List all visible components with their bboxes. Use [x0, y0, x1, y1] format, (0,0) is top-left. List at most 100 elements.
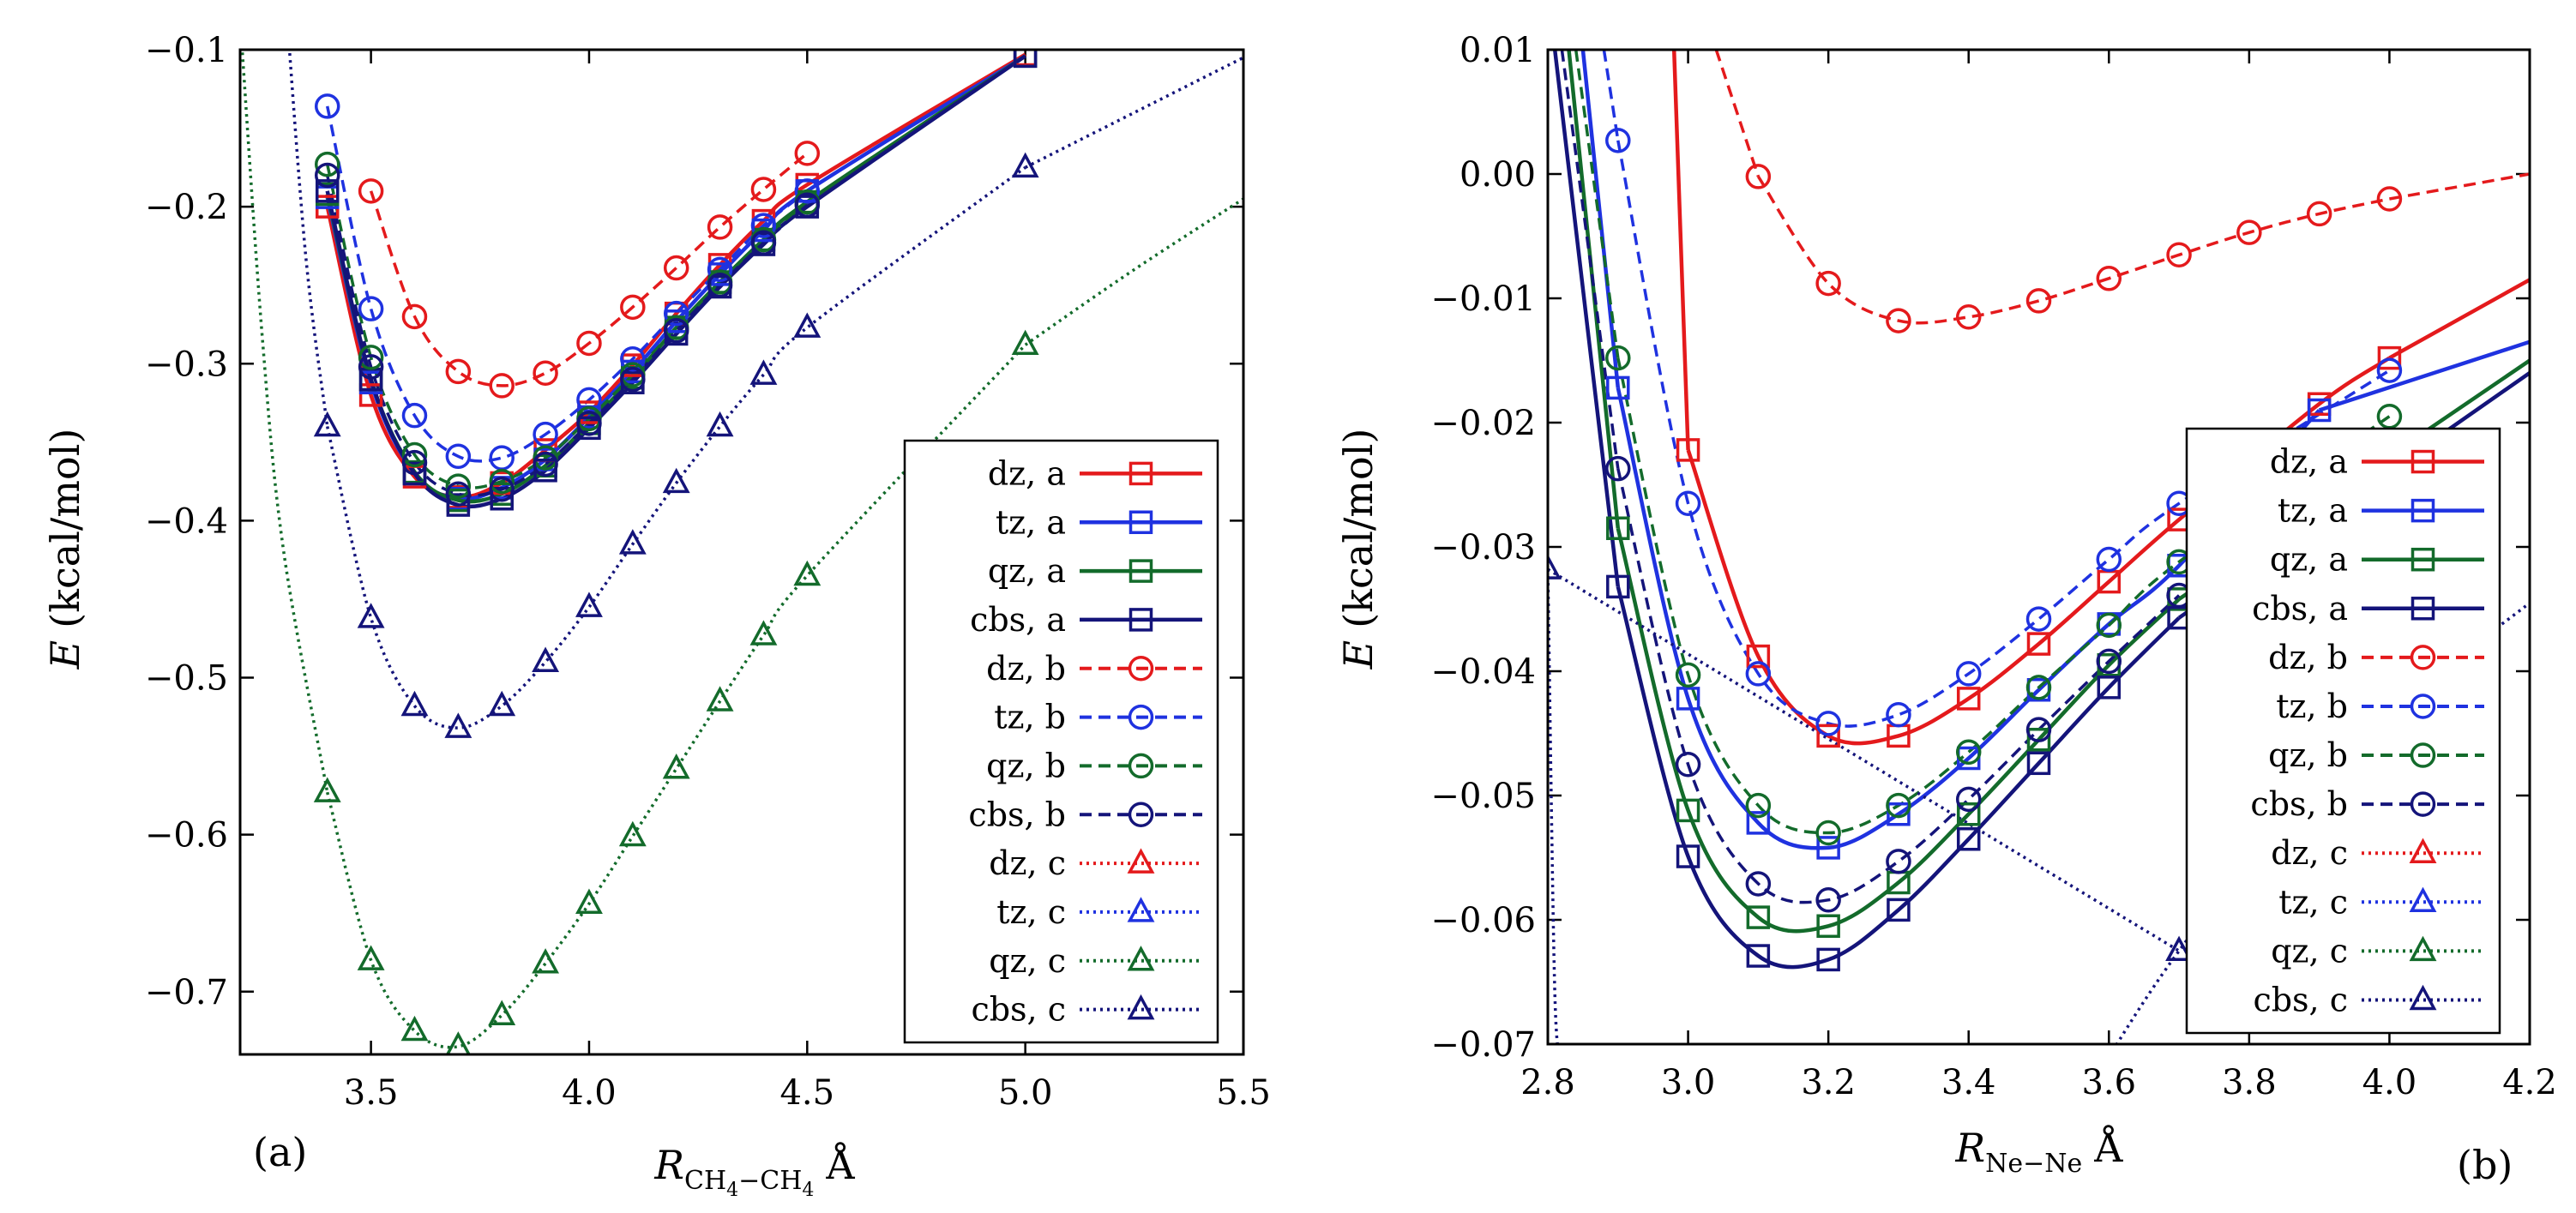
- data-point: [2025, 288, 2052, 314]
- data-point: [2096, 266, 2122, 291]
- data-point: [1815, 820, 1841, 846]
- panel-b-chart: 2.8 3.0 3.2 3.4 3.6 3.8 4.0 4.2 0.01 0.00 −0.01 −0.…: [1335, 31, 2557, 1188]
- data-point: [750, 177, 777, 202]
- panel-b-label: (b): [2457, 1142, 2513, 1188]
- y-tick-label: −0.1: [145, 31, 228, 70]
- data-point: [2025, 717, 2052, 742]
- x-tick-label: 3.4: [1941, 1063, 1996, 1102]
- data-point: [750, 230, 777, 255]
- data-point: [1548, 554, 1562, 579]
- series-tail: [1024, 56, 1243, 169]
- data-point: [707, 214, 733, 240]
- data-point: [313, 411, 341, 437]
- series-line: [369, 152, 809, 387]
- series-tail: [1602, 50, 1620, 141]
- series-tail: [2389, 172, 2530, 201]
- legend-label: dz, a: [2270, 443, 2348, 481]
- data-point: [1955, 661, 1982, 687]
- legend-swatch-marker: [2409, 838, 2437, 863]
- data-point: [1816, 836, 1840, 860]
- panel-a-label: (a): [253, 1129, 307, 1175]
- data-point: [1816, 914, 1840, 938]
- data-point: [707, 256, 733, 283]
- legend-swatch-marker: [1129, 559, 1153, 583]
- series-line: [1616, 357, 2391, 835]
- data-point: [620, 366, 646, 393]
- series-tail: [1714, 50, 1760, 177]
- data-point: [662, 467, 690, 494]
- legend-swatch-marker: [2410, 791, 2436, 817]
- legend-label: qz, b: [2268, 736, 2348, 774]
- data-point: [749, 620, 778, 646]
- data-point: [358, 354, 384, 380]
- x-tick-label: 5.0: [998, 1073, 1053, 1113]
- data-point: [445, 358, 472, 385]
- data-point: [445, 473, 472, 499]
- legend-label: dz, b: [2268, 639, 2348, 676]
- panel-a-frame: [238, 48, 1245, 1056]
- data-point: [1815, 270, 1841, 297]
- data-point: [749, 359, 778, 385]
- data-point: [400, 690, 429, 717]
- data-point: [2165, 935, 2194, 961]
- data-point: [663, 318, 689, 344]
- x-tick-label: 3.8: [2222, 1063, 2277, 1102]
- data-point: [1886, 792, 1911, 819]
- legend-swatch-marker: [2410, 597, 2435, 621]
- x-tick-label: 4.2: [2502, 1063, 2557, 1102]
- legend-label: cbs, b: [2250, 785, 2348, 823]
- data-point: [663, 300, 689, 327]
- data-point: [488, 690, 516, 717]
- data-point: [1887, 802, 1911, 826]
- legend-label: dz, c: [989, 844, 1066, 882]
- series-tail: [1560, 50, 1620, 469]
- data-point: [1675, 752, 1701, 778]
- data-point: [401, 402, 428, 429]
- data-point: [1956, 827, 1981, 851]
- x-tick-label: 4.5: [779, 1073, 834, 1113]
- series-tail: [1671, 50, 1690, 450]
- data-point: [1675, 662, 1701, 688]
- legend-label: qz, a: [988, 552, 1066, 590]
- data-point: [314, 93, 340, 119]
- legend-swatch-marker: [1127, 897, 1155, 922]
- legend-swatch-marker: [1128, 802, 1154, 827]
- panel-a-tick-labels: 3.5 4.0 4.5 5.0 5.5 −0.1 −0.2 −0.3 −0.4 −0.5 −0.6 −…: [145, 31, 1271, 1113]
- data-point: [445, 443, 472, 470]
- legend-swatch-marker: [2410, 645, 2436, 670]
- legend-swatch-marker: [2409, 935, 2437, 962]
- series-line: [1616, 387, 2321, 850]
- panel-a-x-axis-title: RCH4−CH4Å: [653, 1141, 855, 1201]
- data-point: [444, 712, 472, 738]
- y-tick-label: −0.3: [145, 345, 228, 384]
- data-point: [1955, 304, 1982, 330]
- data-point: [1746, 811, 1771, 835]
- legend-swatch-marker: [2410, 449, 2435, 474]
- x-tick-label: 3.0: [1661, 1063, 1716, 1102]
- x-tick-label: 2.8: [1520, 1063, 1575, 1102]
- data-point: [315, 179, 340, 203]
- data-point: [1746, 644, 1771, 669]
- data-point: [532, 948, 560, 974]
- data-point: [1956, 802, 1981, 826]
- series-line: [325, 165, 1026, 730]
- data-point: [2026, 728, 2051, 752]
- data-point: [663, 255, 689, 281]
- data-point: [2096, 546, 2122, 573]
- legend-label: cbs, b: [968, 796, 1066, 833]
- legend-swatch-marker: [1127, 848, 1155, 874]
- legend-label: cbs, c: [971, 991, 1066, 1029]
- legend-label: dz, a: [988, 454, 1066, 492]
- data-point: [358, 178, 384, 204]
- data-point: [1746, 905, 1771, 929]
- data-point: [489, 477, 515, 502]
- data-point: [1605, 128, 1631, 153]
- data-point: [1887, 898, 1911, 922]
- series-line: [1616, 527, 2181, 934]
- data-point: [1815, 711, 1841, 736]
- data-point: [1745, 792, 1772, 819]
- x-tick-label: 4.0: [2362, 1063, 2417, 1102]
- data-point: [575, 591, 603, 617]
- y-tick-label: −0.01: [1430, 279, 1536, 319]
